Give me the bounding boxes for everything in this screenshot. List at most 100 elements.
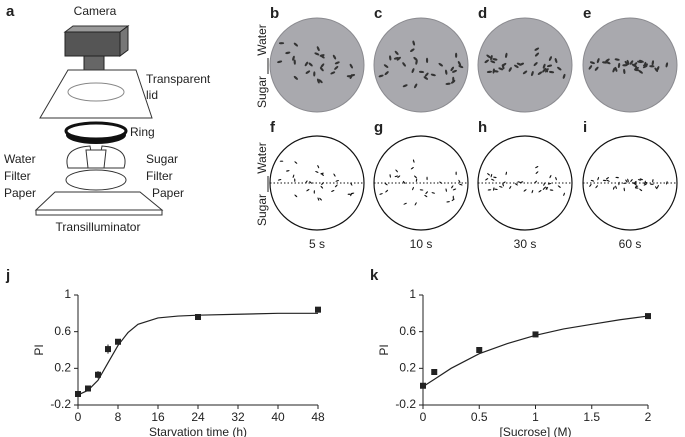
dish: [65, 169, 127, 191]
x-tick-label: 0: [420, 410, 427, 424]
fly: [546, 64, 553, 68]
fly: [514, 64, 519, 68]
fly-track: [394, 175, 399, 178]
fly: [458, 65, 464, 69]
fly-track: [446, 201, 450, 203]
fly-track: [657, 184, 659, 189]
fly: [501, 64, 505, 70]
ring: [64, 121, 128, 141]
side-label: Water: [255, 24, 269, 56]
fly: [384, 71, 389, 76]
fly: [430, 73, 436, 77]
fly: [330, 71, 336, 75]
arena-photo: [269, 17, 365, 113]
data-point: [115, 338, 121, 345]
side-label: Sugar: [255, 194, 269, 226]
fly-track: [644, 180, 646, 185]
fly-track: [597, 176, 600, 181]
water-paper-label: Filter: [4, 169, 31, 183]
fly-track: [294, 194, 298, 198]
fly: [548, 70, 555, 74]
fly-track: [294, 161, 298, 164]
panel-letter: i: [583, 119, 587, 136]
fly: [486, 54, 491, 59]
fly: [410, 48, 415, 52]
fly: [649, 65, 655, 68]
fly-track: [499, 186, 503, 188]
fly: [634, 68, 640, 72]
fly-track: [547, 183, 552, 185]
data-point: [75, 391, 81, 397]
fly: [605, 61, 611, 65]
fly: [334, 65, 339, 70]
fly: [557, 66, 562, 71]
fly-track: [333, 173, 336, 177]
fly: [492, 58, 498, 61]
fly-track: [320, 185, 324, 189]
fly-track: [650, 183, 654, 185]
lid-ring-shadow: [67, 82, 125, 102]
fly-track: [452, 195, 454, 200]
fly: [629, 60, 634, 65]
fly-track: [451, 185, 454, 189]
fly: [534, 47, 540, 51]
sugar-paper-label: Sugar: [146, 152, 178, 166]
fly-track: [509, 185, 512, 190]
fly: [378, 74, 384, 78]
fly-track: [625, 179, 628, 183]
water-paper-label: Water: [4, 152, 36, 166]
fly-track: [305, 180, 308, 184]
fly: [383, 64, 389, 68]
fly-track: [415, 178, 418, 182]
fly: [537, 71, 543, 75]
fly-track: [538, 190, 542, 193]
fly: [402, 84, 408, 88]
fly: [452, 69, 457, 73]
fly: [318, 79, 323, 84]
data-point: [476, 347, 483, 353]
fly: [450, 66, 454, 72]
fly: [534, 52, 540, 57]
fly-track: [410, 167, 414, 170]
arena-photo: [477, 17, 573, 113]
fly: [486, 70, 493, 74]
fly-track: [414, 202, 417, 206]
fly-track: [502, 183, 504, 187]
fly-track: [319, 197, 322, 201]
y-tick-label: 0.6: [54, 324, 71, 338]
fly-track: [652, 178, 654, 183]
fly-track: [419, 189, 424, 191]
fly-track: [543, 182, 545, 186]
fly-track: [655, 186, 658, 190]
fly-track: [317, 164, 320, 169]
arena-photo: [582, 17, 678, 113]
fly-track: [487, 173, 491, 176]
camera-label: Camera: [74, 4, 117, 18]
fly: [313, 71, 316, 77]
fly-track: [643, 183, 647, 186]
fly-track: [292, 174, 295, 178]
fly-track: [350, 192, 353, 197]
fly: [548, 56, 552, 61]
fly: [293, 75, 298, 80]
fly: [588, 65, 593, 70]
fly-track: [426, 176, 428, 181]
charts: j -0.2 0.2 0.6 1 0 8 16 24 32 40 48 Starvation time …: [5, 267, 652, 437]
fly: [622, 64, 628, 67]
fly-track: [389, 174, 391, 178]
x-tick-label: 8: [115, 410, 122, 424]
base-label: Transilluminator: [56, 220, 141, 234]
fly-track: [455, 171, 457, 176]
fly-track: [549, 174, 552, 179]
fly-track: [286, 170, 290, 172]
fly-track: [615, 176, 619, 179]
fly-track: [514, 183, 518, 186]
fly-track: [557, 185, 561, 188]
filter-gap: [85, 149, 107, 169]
lid: [39, 69, 153, 119]
fly: [589, 61, 595, 65]
fly: [651, 60, 654, 66]
fly-track: [545, 186, 549, 190]
x-tick-label: 40: [271, 410, 285, 424]
x-tick-label: 1: [532, 410, 539, 424]
